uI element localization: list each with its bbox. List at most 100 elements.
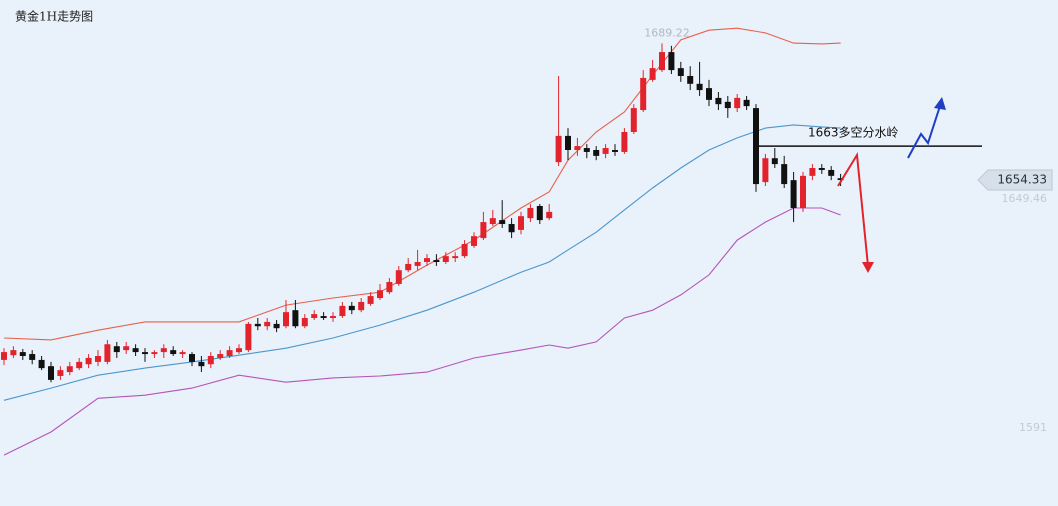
up-arrow-head <box>934 97 946 110</box>
candle-body <box>254 323 261 327</box>
candle-body <box>724 101 731 109</box>
candle-body <box>461 243 468 257</box>
candle-body <box>226 350 233 357</box>
candle-body <box>508 224 515 233</box>
candle-body <box>311 314 318 319</box>
candle-body <box>283 312 289 327</box>
max-price-label: 1689.22 <box>644 26 690 39</box>
candle-body <box>48 366 54 380</box>
candle-body <box>828 169 835 176</box>
candle-body <box>518 216 524 230</box>
candle-body <box>339 305 346 317</box>
candle-body <box>499 220 506 225</box>
candle-body <box>762 158 769 183</box>
candle-body <box>612 149 618 152</box>
candle-body <box>198 361 205 367</box>
candle-body <box>264 321 271 327</box>
candle-body <box>95 356 101 362</box>
candle-body <box>273 323 280 329</box>
candle-body <box>113 346 120 353</box>
candle-body <box>565 135 571 150</box>
candle-body <box>696 83 703 91</box>
candle-body <box>734 97 741 109</box>
candle-body <box>405 263 412 271</box>
candle-body <box>433 260 440 263</box>
candle-body <box>132 348 139 353</box>
candle-body <box>301 318 308 327</box>
band-line <box>3 207 841 456</box>
candle-body <box>179 352 186 355</box>
candle-body <box>57 370 64 376</box>
candle-body <box>414 262 421 266</box>
candle-body <box>10 350 17 356</box>
candle-body <box>424 258 430 263</box>
candle-body <box>386 281 393 293</box>
plot: 1591 1663多空分水岭 1689.22 1654.33 1649.46 <box>1 26 1053 456</box>
candle-body <box>292 310 299 327</box>
candle-body <box>668 52 675 71</box>
candle-body <box>151 352 158 355</box>
candle-body <box>809 168 816 176</box>
candle-body <box>19 352 26 357</box>
band-line <box>3 124 841 401</box>
candle-body <box>480 222 487 239</box>
candle-body <box>790 180 797 208</box>
candle-body <box>170 350 177 355</box>
candle-body <box>160 348 167 353</box>
candle-body <box>659 52 665 71</box>
candle-body <box>1 352 7 360</box>
candle-body <box>706 88 712 100</box>
candle-body <box>593 149 600 156</box>
candle-body <box>800 175 806 208</box>
candle-body <box>640 77 647 111</box>
up-arrow <box>907 105 941 159</box>
candle-body <box>348 305 355 311</box>
candle-body <box>527 207 534 219</box>
y-tick-label: 1591 <box>1019 421 1047 434</box>
candle-body <box>536 206 543 221</box>
candle-body <box>621 131 628 152</box>
candle-body <box>555 135 562 163</box>
candle-body <box>687 75 694 84</box>
candle-body <box>442 256 449 263</box>
down-arrow <box>837 151 869 267</box>
candle-body <box>649 68 656 80</box>
band-line <box>3 27 841 341</box>
candle-body <box>358 301 365 311</box>
last-price-tag <box>977 169 1053 191</box>
candle-body <box>217 354 224 358</box>
chart-title: 黄金1H走势图 <box>15 9 93 24</box>
down-arrow-head <box>862 262 874 273</box>
candle-body <box>602 148 609 154</box>
candle-body <box>330 316 336 319</box>
candle-body <box>546 211 553 219</box>
candle-body <box>245 323 252 351</box>
candle-body <box>452 256 459 259</box>
candle-body <box>781 164 788 185</box>
candle-body <box>377 290 383 299</box>
candle-body <box>743 99 750 107</box>
candle-body <box>76 361 83 369</box>
candle-body <box>818 168 825 170</box>
candle-body <box>367 296 374 304</box>
candle-body <box>142 352 148 355</box>
candle-body <box>753 108 759 185</box>
candle-body <box>207 356 214 365</box>
candle-body <box>677 68 684 76</box>
candle-body <box>29 354 36 360</box>
candle-body <box>630 108 637 132</box>
candle-body <box>771 158 778 165</box>
candle-body <box>38 359 45 369</box>
candle-body <box>471 236 477 246</box>
candle-body <box>236 348 242 353</box>
candle-body <box>489 218 496 225</box>
candle-body <box>66 366 73 373</box>
candle-body <box>123 346 130 351</box>
level-label: 1663多空分水岭 <box>808 126 899 140</box>
candle-body <box>574 146 581 150</box>
candle-body <box>715 97 722 105</box>
candle-body <box>395 270 402 284</box>
